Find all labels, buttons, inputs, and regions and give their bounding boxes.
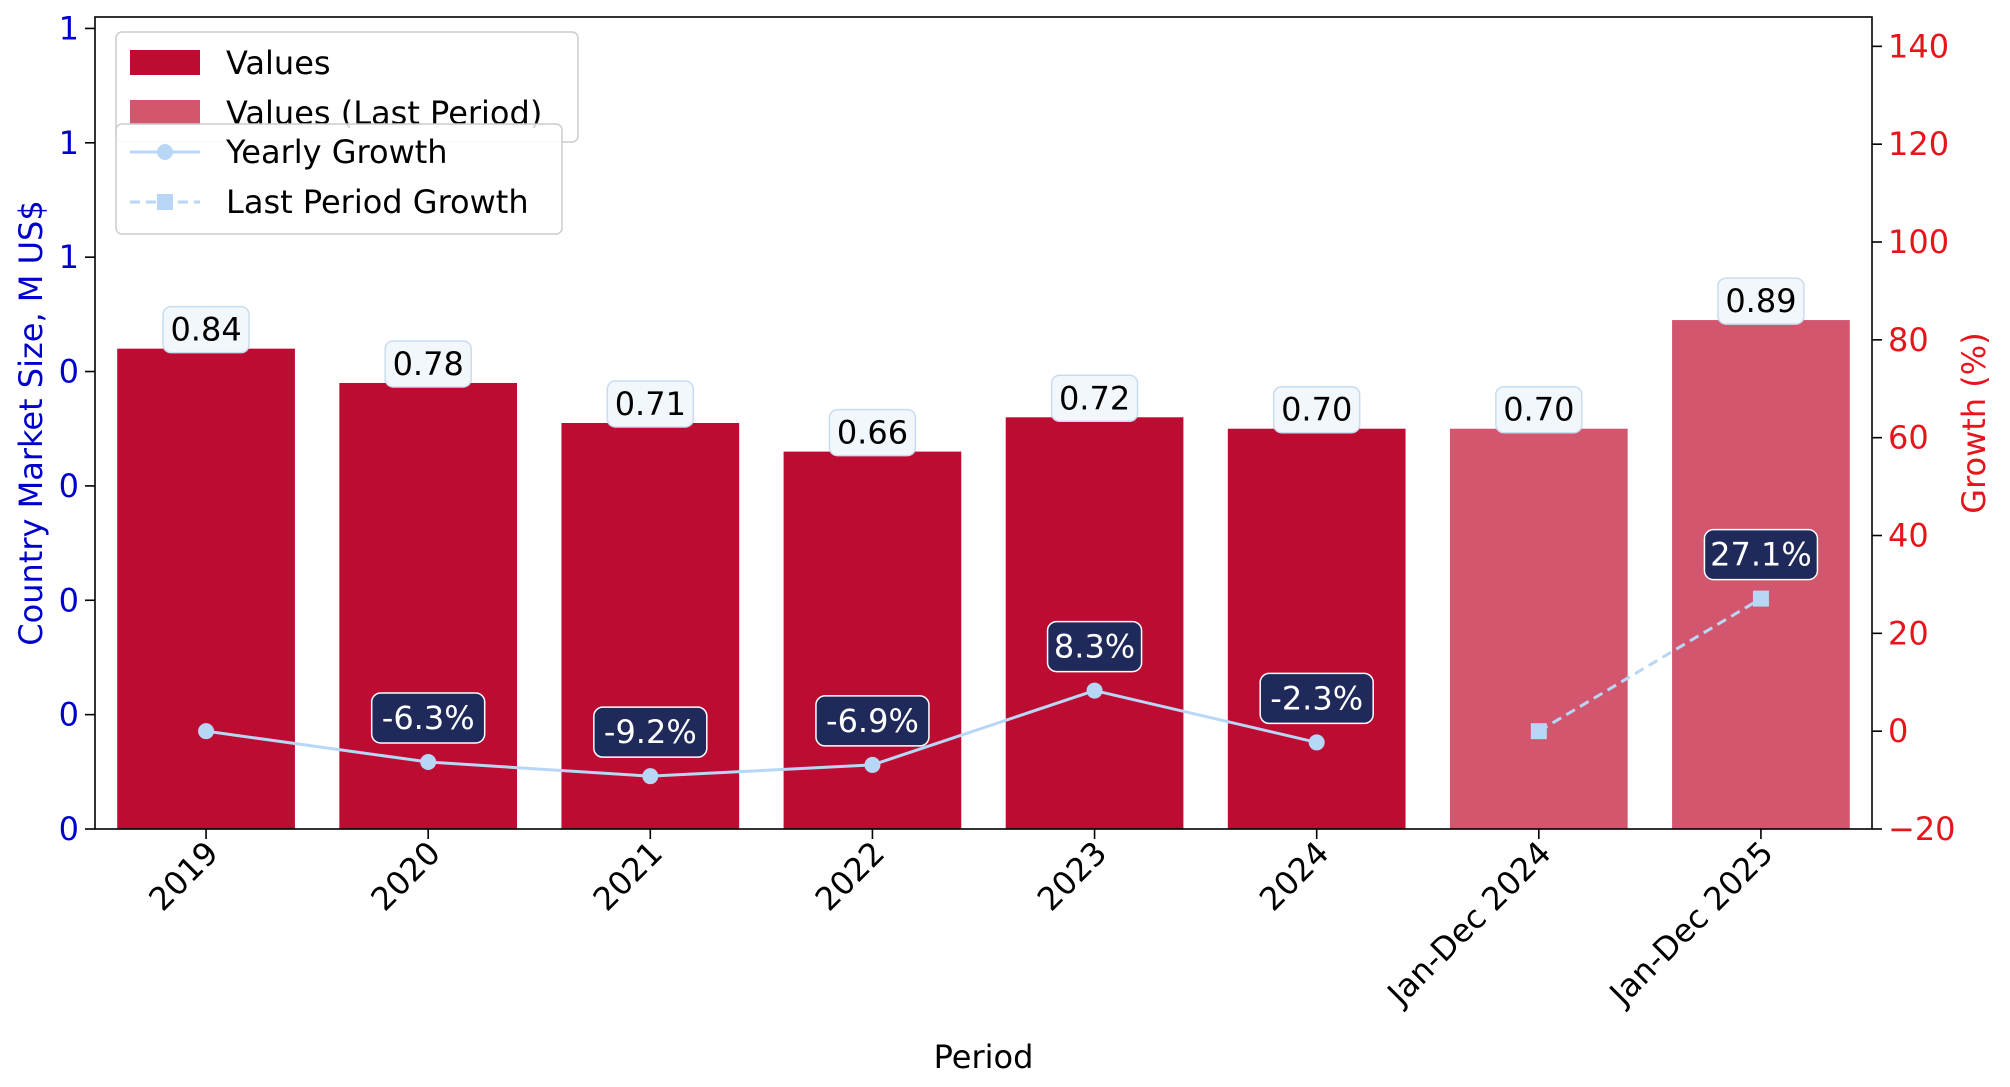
x-tick-label: 2023 xyxy=(1030,834,1114,918)
value-label-box xyxy=(1050,374,1139,423)
right-tick-label: 100 xyxy=(1888,223,1949,261)
growth-label: -2.3% xyxy=(1270,679,1363,717)
value-label-box xyxy=(1272,385,1361,434)
value-labels-layer: 0.84 0.78 0.71 0.66 0.72 0.70 0.70 0.89 xyxy=(162,277,1805,457)
legend-swatch xyxy=(130,50,200,75)
growth-point xyxy=(420,753,437,770)
growth-point xyxy=(864,756,881,773)
left-tick-label: 1 xyxy=(59,238,79,276)
right-tick-label: 40 xyxy=(1888,517,1929,555)
right-tick-label: 0 xyxy=(1888,712,1908,750)
growth-lines-layer xyxy=(198,590,1769,785)
x-tick-label: 2021 xyxy=(586,834,670,918)
growth-labels-layer: -6.3% -9.2% -6.9% 8.3% -2.3% 27.1% xyxy=(370,528,1819,758)
left-tick-label: 0 xyxy=(59,467,79,505)
right-tick-label: 120 xyxy=(1888,125,1949,163)
x-tick-label: 2022 xyxy=(808,834,892,918)
right-tick-label: 60 xyxy=(1888,419,1929,457)
growth-label: -9.2% xyxy=(604,713,697,751)
legend-swatch xyxy=(130,100,200,125)
growth-label-box xyxy=(1703,528,1819,581)
growth-label-box xyxy=(370,692,486,744)
value-label: 0.71 xyxy=(615,385,686,423)
bar-jan-dec-2024 xyxy=(1449,428,1628,829)
value-label-box xyxy=(828,408,917,457)
value-label: 0.66 xyxy=(837,414,908,452)
growth-point xyxy=(1308,734,1325,751)
x-tick-label: Jan-Dec 2025 xyxy=(1601,834,1781,1014)
growth-label-box xyxy=(593,706,708,758)
bar-2019 xyxy=(117,348,295,829)
left-tick-label: 0 xyxy=(59,810,79,848)
value-label: 0.84 xyxy=(170,311,241,349)
line-last-period-growth xyxy=(1538,597,1762,733)
right-tick-label: 140 xyxy=(1888,27,1949,65)
growth-point xyxy=(198,723,215,740)
x-axis: 2019 2020 2021 2022 2023 2024 Jan-Dec 2024 Jan-… xyxy=(141,829,1781,1014)
bar-2024 xyxy=(1227,428,1406,829)
value-label: 0.70 xyxy=(1281,391,1352,429)
growth-label: 27.1% xyxy=(1710,536,1812,574)
right-y-axis-label: Growth (%) xyxy=(1955,332,1993,513)
right-y-axis: −20 0 20 40 60 80 100 120 140 xyxy=(1872,27,1956,848)
value-label-box xyxy=(1717,277,1805,325)
value-label: 0.78 xyxy=(393,345,464,383)
growth-point xyxy=(1752,590,1769,607)
right-tick-label: 80 xyxy=(1888,321,1929,359)
growth-label: -6.9% xyxy=(826,702,919,740)
legend-marker xyxy=(157,194,173,210)
growth-label: 8.3% xyxy=(1054,628,1135,666)
legend-lines: Yearly Growth Last Period Growth xyxy=(115,123,563,235)
growth-label-box xyxy=(815,695,930,747)
bars-layer xyxy=(117,320,1850,829)
value-label: 0.70 xyxy=(1503,391,1574,429)
plot-frame xyxy=(94,16,1873,830)
legend-label: Last Period Growth xyxy=(226,183,529,221)
right-tick-label: 20 xyxy=(1888,614,1929,652)
growth-point xyxy=(1086,682,1103,699)
legend-marker xyxy=(157,144,173,160)
x-tick-label: 2020 xyxy=(363,834,447,918)
legend-label: Yearly Growth xyxy=(225,133,448,171)
value-label-box xyxy=(162,305,250,354)
legend-label: Values xyxy=(226,44,331,82)
growth-label-box xyxy=(1259,672,1374,725)
x-tick-label: 2019 xyxy=(141,834,225,918)
x-tick-label: 2024 xyxy=(1252,834,1336,918)
left-y-axis: 0 0 0 0 0 1 1 1 xyxy=(59,9,95,848)
value-label: 0.89 xyxy=(1725,282,1796,320)
value-label-box xyxy=(1495,385,1583,434)
left-tick-label: 0 xyxy=(59,696,79,734)
left-tick-label: 1 xyxy=(59,124,79,162)
growth-point xyxy=(642,768,659,785)
left-tick-label: 0 xyxy=(59,581,79,619)
line-yearly-growth xyxy=(205,689,1318,778)
growth-point xyxy=(1530,723,1547,740)
x-axis-label: Period xyxy=(934,1038,1034,1076)
value-label: 0.72 xyxy=(1059,379,1130,417)
growth-label-box xyxy=(1046,620,1143,673)
right-tick-label: −20 xyxy=(1888,810,1956,848)
left-tick-label: 1 xyxy=(59,9,79,47)
bar-2021 xyxy=(561,423,740,829)
value-label-box xyxy=(606,380,695,428)
left-y-axis-label: Country Market Size, M US$ xyxy=(12,200,50,645)
growth-label: -6.3% xyxy=(382,699,475,737)
left-tick-label: 0 xyxy=(59,353,79,391)
legend-box xyxy=(115,123,563,235)
value-label-box xyxy=(384,340,472,388)
x-tick-label: Jan-Dec 2024 xyxy=(1379,834,1559,1014)
